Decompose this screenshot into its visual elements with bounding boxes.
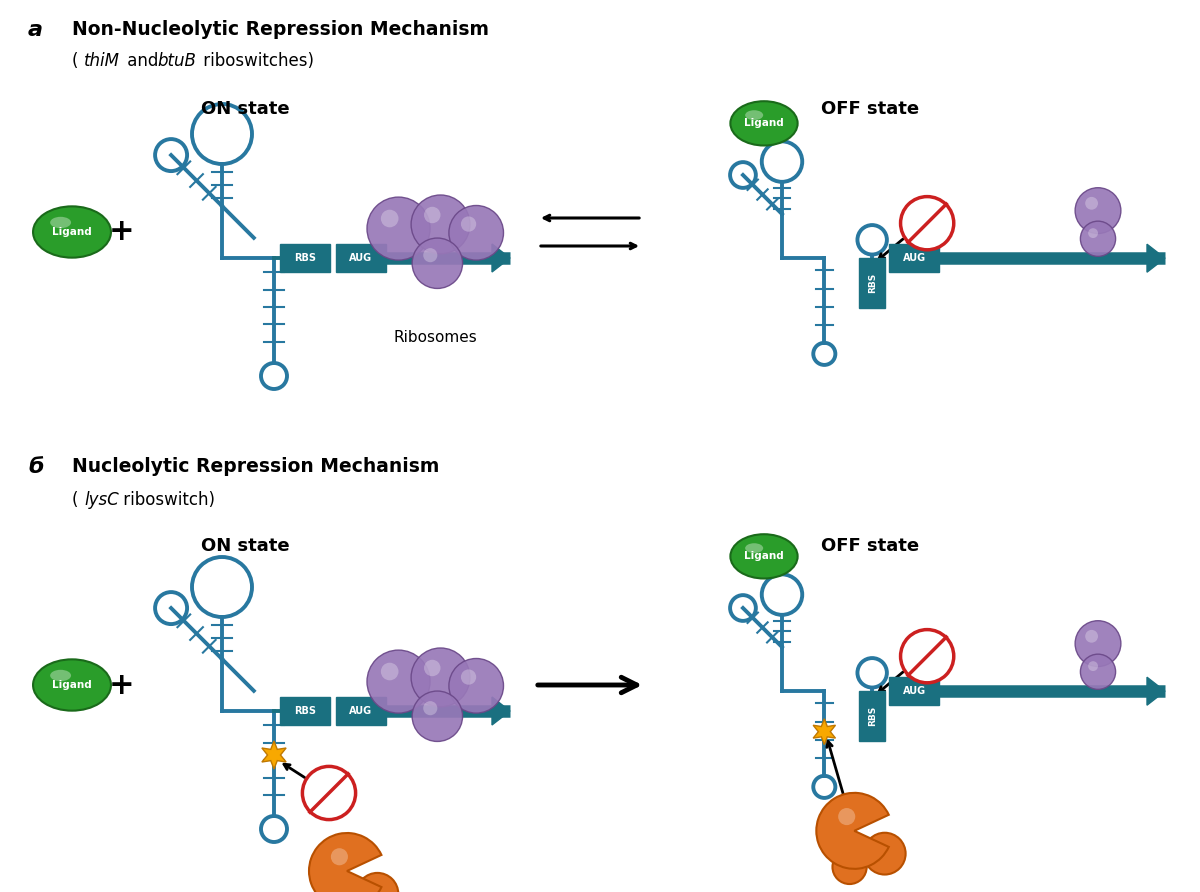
Text: AUG: AUG — [902, 253, 925, 263]
Ellipse shape — [745, 543, 763, 553]
Circle shape — [900, 630, 954, 682]
Text: riboswitches): riboswitches) — [198, 52, 314, 70]
Text: Non-Nucleolytic Repression Mechanism: Non-Nucleolytic Repression Mechanism — [72, 20, 490, 39]
Ellipse shape — [34, 659, 110, 711]
Circle shape — [380, 210, 398, 227]
Text: riboswitch): riboswitch) — [118, 491, 215, 509]
Polygon shape — [262, 741, 286, 769]
Circle shape — [461, 217, 476, 232]
Ellipse shape — [34, 206, 110, 258]
Wedge shape — [310, 833, 382, 892]
Text: +: + — [109, 218, 134, 246]
Circle shape — [367, 650, 430, 713]
Circle shape — [449, 658, 504, 713]
Text: (: ( — [72, 52, 78, 70]
Text: OFF state: OFF state — [821, 537, 919, 555]
Circle shape — [424, 207, 440, 223]
FancyBboxPatch shape — [280, 244, 330, 272]
Circle shape — [331, 848, 348, 865]
Text: a: a — [28, 20, 43, 40]
Text: AUG: AUG — [349, 706, 372, 716]
Text: Ligand: Ligand — [744, 119, 784, 128]
Text: RBS: RBS — [868, 273, 877, 293]
Circle shape — [412, 648, 470, 706]
Circle shape — [1085, 630, 1098, 642]
Text: AUG: AUG — [902, 686, 925, 696]
Text: RBS: RBS — [294, 253, 316, 263]
Circle shape — [461, 669, 476, 685]
FancyBboxPatch shape — [859, 258, 886, 309]
Ellipse shape — [745, 111, 763, 120]
Text: lysC: lysC — [84, 491, 119, 509]
Circle shape — [1088, 661, 1098, 671]
Polygon shape — [492, 697, 510, 725]
Circle shape — [412, 691, 462, 741]
Wedge shape — [816, 793, 889, 869]
Text: б: б — [28, 457, 43, 477]
Circle shape — [900, 196, 954, 250]
Text: Ribosomes: Ribosomes — [394, 330, 476, 345]
Text: Ligand: Ligand — [744, 551, 784, 561]
Circle shape — [424, 660, 440, 676]
Text: RBS: RBS — [294, 706, 316, 716]
Circle shape — [1075, 621, 1121, 666]
FancyBboxPatch shape — [336, 244, 386, 272]
Text: and: and — [122, 52, 163, 70]
Circle shape — [1085, 197, 1098, 210]
Polygon shape — [492, 244, 510, 272]
Circle shape — [838, 808, 856, 825]
Text: Ligand: Ligand — [52, 227, 92, 237]
FancyBboxPatch shape — [280, 697, 330, 725]
Circle shape — [833, 850, 866, 884]
Ellipse shape — [731, 534, 798, 579]
Text: thiM: thiM — [84, 52, 120, 70]
Text: btuB: btuB — [157, 52, 196, 70]
Circle shape — [412, 238, 462, 288]
Text: ON state: ON state — [200, 100, 289, 118]
Circle shape — [356, 873, 398, 892]
Circle shape — [412, 195, 470, 254]
Ellipse shape — [50, 670, 71, 681]
Circle shape — [1075, 187, 1121, 234]
Text: ON state: ON state — [200, 537, 289, 555]
FancyBboxPatch shape — [889, 244, 940, 272]
FancyBboxPatch shape — [859, 691, 886, 741]
Text: Nucleolytic Repression Mechanism: Nucleolytic Repression Mechanism — [72, 457, 439, 476]
Text: RBS: RBS — [868, 706, 877, 726]
Circle shape — [449, 205, 504, 260]
Polygon shape — [814, 719, 835, 745]
Circle shape — [424, 248, 437, 262]
Circle shape — [302, 766, 355, 820]
Ellipse shape — [731, 101, 798, 145]
Circle shape — [380, 663, 398, 681]
Circle shape — [1080, 221, 1116, 256]
Text: AUG: AUG — [349, 253, 372, 263]
FancyBboxPatch shape — [889, 677, 940, 706]
Polygon shape — [1147, 244, 1165, 272]
Polygon shape — [1147, 677, 1165, 706]
Circle shape — [325, 890, 359, 892]
Circle shape — [367, 197, 430, 260]
Text: (: ( — [72, 491, 78, 509]
Text: +: + — [109, 671, 134, 699]
Circle shape — [1080, 654, 1116, 690]
Circle shape — [1088, 228, 1098, 238]
FancyBboxPatch shape — [336, 697, 386, 725]
Text: Ligand: Ligand — [52, 680, 92, 690]
Ellipse shape — [50, 217, 71, 228]
Circle shape — [864, 833, 906, 874]
Text: OFF state: OFF state — [821, 100, 919, 118]
Circle shape — [424, 701, 437, 715]
